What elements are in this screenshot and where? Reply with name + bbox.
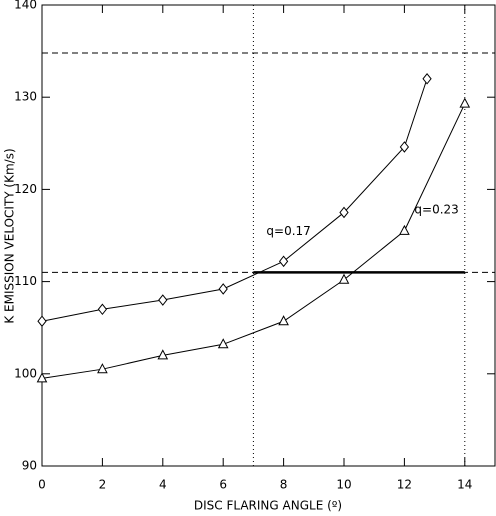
x-tick-label: 12 xyxy=(397,478,412,492)
plot-frame xyxy=(41,4,496,467)
x-tick-label: 10 xyxy=(336,478,351,492)
marker xyxy=(278,255,289,268)
x-tick-label: 14 xyxy=(457,478,472,492)
x-tick-label: 8 xyxy=(280,478,288,492)
x-tick-label: 6 xyxy=(219,478,227,492)
y-tick-label: 130 xyxy=(14,90,37,104)
marker xyxy=(218,283,228,295)
marker xyxy=(422,72,432,85)
marker xyxy=(459,97,471,108)
y-tick-label: 100 xyxy=(14,366,37,380)
marker xyxy=(338,273,350,284)
series-label: q=0.23 xyxy=(414,202,458,216)
marker xyxy=(217,338,229,349)
y-tick-label: 140 xyxy=(14,0,37,12)
marker xyxy=(399,224,410,235)
marker xyxy=(339,206,349,219)
x-tick-label: 4 xyxy=(159,478,167,492)
y-axis-title: K EMISSION VELOCITY (Km/s) xyxy=(3,148,17,323)
marker xyxy=(37,315,47,328)
x-tick-label: 0 xyxy=(38,478,46,492)
y-tick-label: 110 xyxy=(14,274,37,288)
y-tick-label: 120 xyxy=(14,182,37,196)
y-tick-label: 90 xyxy=(22,459,37,473)
x-axis-title: DISC FLARING ANGLE (º) xyxy=(194,499,342,513)
marker xyxy=(36,372,48,383)
marker xyxy=(97,363,108,374)
marker xyxy=(399,141,410,153)
marker xyxy=(158,294,168,306)
series-line xyxy=(41,78,428,322)
marker xyxy=(278,315,289,326)
marker xyxy=(97,303,108,316)
series-line xyxy=(41,103,466,379)
marker xyxy=(157,349,169,360)
x-tick-label: 2 xyxy=(99,478,107,492)
series-label: q=0.17 xyxy=(266,224,310,238)
